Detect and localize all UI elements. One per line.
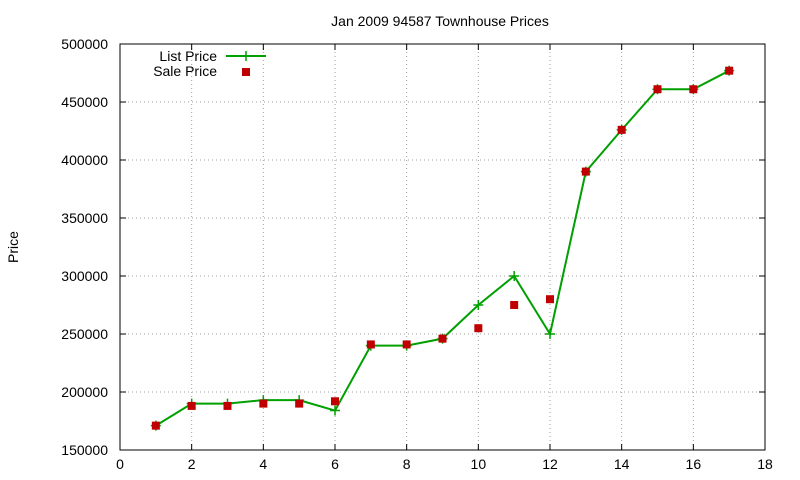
sale-price-point [438, 334, 447, 343]
y-tick-label: 250000 [61, 326, 108, 342]
y-tick-label: 150000 [61, 442, 108, 458]
sale-price-point [331, 397, 339, 406]
x-tick-label: 2 [188, 456, 196, 472]
y-tick-label: 450000 [61, 94, 108, 110]
legend-marker-list-price [241, 51, 251, 61]
y-tick-label: 500000 [61, 36, 108, 52]
plot-frame [119, 43, 766, 451]
sale-price-point [295, 399, 304, 408]
grid-lines [120, 44, 765, 450]
x-tick-label: 18 [757, 456, 773, 472]
list-price-point [473, 300, 484, 310]
sale-price-point [474, 324, 483, 333]
list-price-point [509, 271, 520, 281]
axis-ticks: 0 2 4 6 8 10 12 14 16 18 150000 200000 250000 300000 3… [61, 36, 773, 472]
sale-price-point [546, 295, 554, 304]
y-tick-label: 300000 [61, 268, 108, 284]
y-tick-label: 400000 [61, 152, 108, 168]
sale-price-point [725, 66, 734, 75]
sale-price-point [366, 340, 375, 349]
legend: List Price Sale Price [153, 48, 266, 79]
list-price-line [155, 69, 730, 427]
x-tick-label: 14 [614, 456, 630, 472]
sale-price-point [402, 340, 411, 349]
x-tick-label: 6 [331, 456, 339, 472]
series-layer [150, 65, 735, 431]
list-price-point [545, 329, 555, 339]
x-tick-label: 4 [259, 456, 267, 472]
sale-price-point [259, 399, 268, 408]
sale-price-point [689, 85, 698, 94]
x-tick-label: 16 [686, 456, 702, 472]
y-tick-label: 200000 [61, 384, 108, 400]
sale-price-point [653, 85, 662, 94]
chart-title: Jan 2009 94587 Townhouse Prices [331, 13, 549, 29]
x-tick-label: 10 [471, 456, 487, 472]
sale-price-point [581, 167, 590, 176]
legend-marker-sale-price [242, 68, 250, 76]
x-tick-label: 8 [403, 456, 411, 472]
legend-label-list-price: List Price [159, 48, 217, 64]
legend-label-sale-price: Sale Price [153, 63, 217, 79]
x-tick-label: 12 [542, 456, 558, 472]
y-axis-label: Price [5, 231, 21, 263]
sale-price-point [223, 401, 232, 410]
sale-price-point [187, 401, 196, 410]
y-tick-label: 350000 [61, 210, 108, 226]
x-tick-label: 0 [116, 456, 124, 472]
sale-price-point [617, 125, 626, 134]
list-price-point [330, 405, 340, 416]
sale-price-point [151, 421, 160, 430]
sale-price-point [510, 301, 519, 309]
